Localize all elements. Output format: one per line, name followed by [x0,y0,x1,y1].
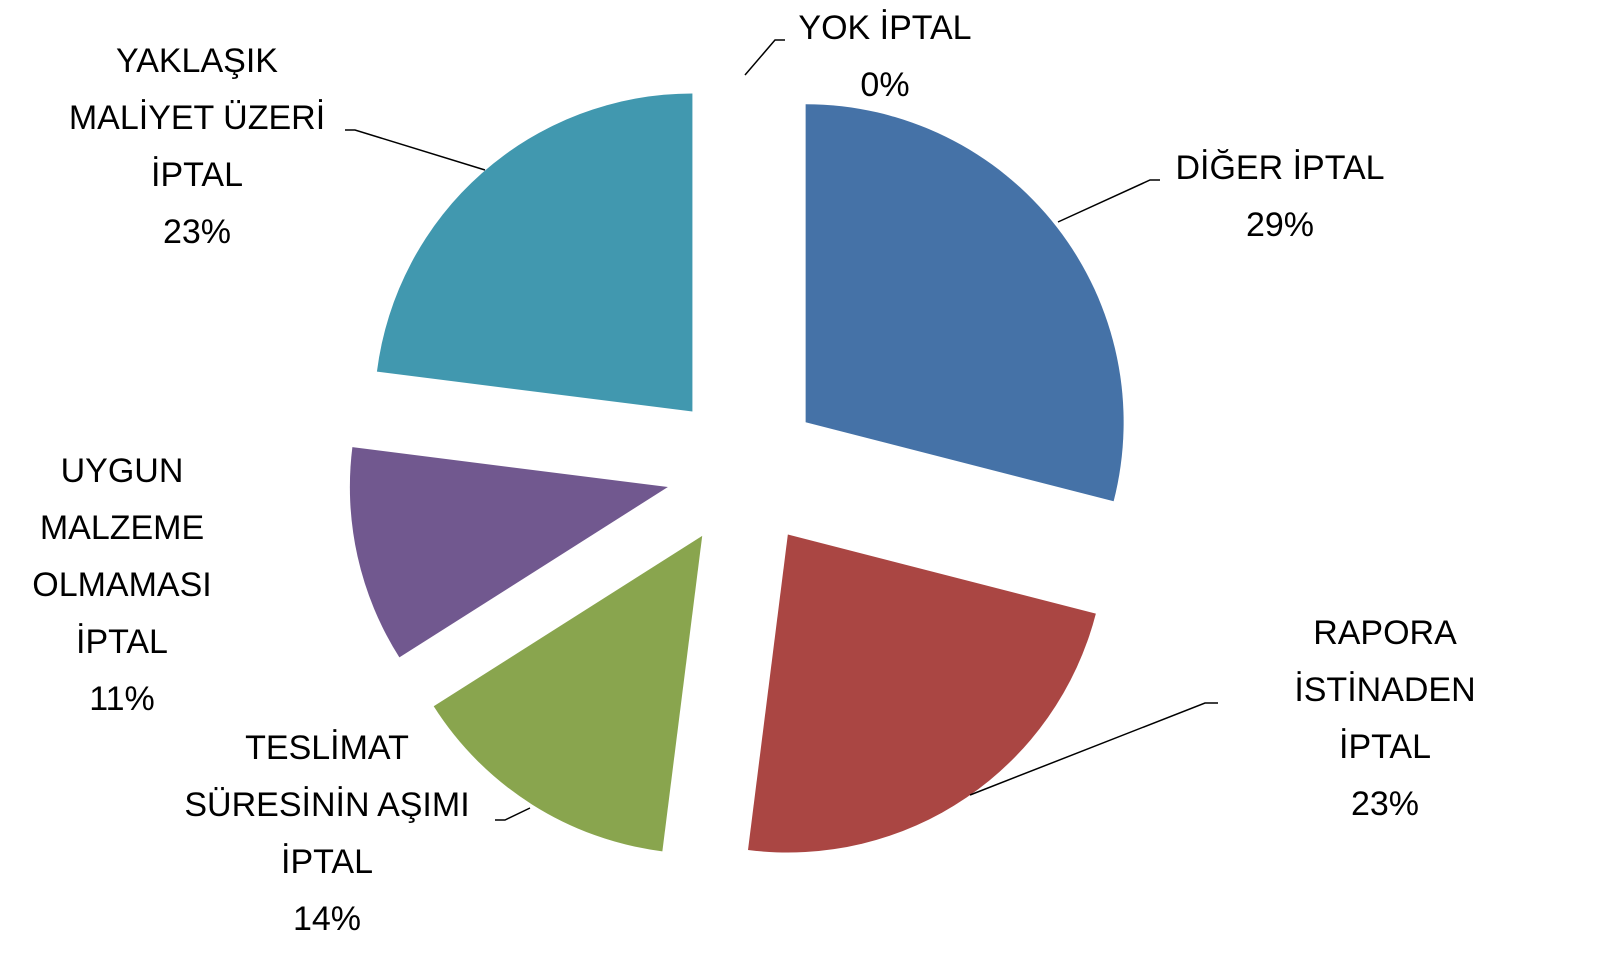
value-label: 23% [1350,785,1420,823]
leader-line [969,702,1218,796]
data-label: DİĞER İPTAL 29% [1175,140,1384,254]
pie-slice [805,104,1124,502]
category-label: DİĞER İPTAL [1175,149,1385,187]
leader-line [1057,179,1160,223]
pie-slice [433,535,703,852]
category-label: YOK İPTAL [798,9,972,47]
value-label: 0% [860,66,910,104]
data-label: TESLİMAT SÜRESİNİN AŞIMI İPTAL 14% [184,720,469,948]
pie-slice [747,534,1096,853]
category-label: UYGUN MALZEME OLMAMASI İPTAL [32,452,212,661]
data-label: UYGUN MALZEME OLMAMASI İPTAL 11% [32,443,211,728]
leader-line [744,39,785,76]
leader-line [495,807,531,821]
value-label: 11% [89,680,155,718]
value-label: 23% [162,213,232,251]
data-label: YOK İPTAL 0% [798,0,971,114]
category-label: YAKLAŞIK MALİYET ÜZERİ İPTAL [68,42,326,194]
leader-line [345,129,486,171]
data-label: YAKLAŞIK MALİYET ÜZERİ İPTAL 23% [69,33,325,261]
category-label: RAPORA İSTİNADEN İPTAL [1294,614,1476,766]
value-label: 14% [292,900,362,938]
pie-slice [376,93,693,412]
data-label: RAPORA İSTİNADEN İPTAL 23% [1273,605,1497,833]
pie-slice [349,447,668,658]
category-label: TESLİMAT SÜRESİNİN AŞIMI İPTAL [184,729,470,881]
value-label: 29% [1245,206,1315,244]
